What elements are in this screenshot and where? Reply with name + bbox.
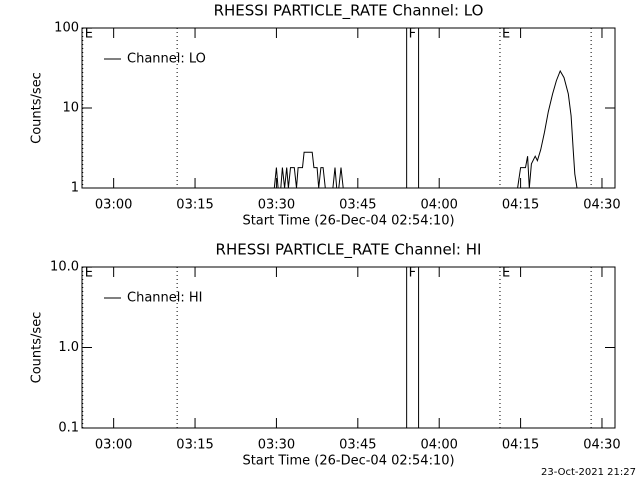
- plot-frame: [81, 266, 616, 429]
- x-tick-label: 03:00: [95, 438, 132, 453]
- y-axis-label: Counts/sec: [30, 312, 45, 384]
- marker-label: F: [409, 27, 416, 42]
- x-tick-label: 03:15: [176, 198, 213, 213]
- chart-title: RHESSI PARTICLE_RATE Channel: LO: [214, 2, 484, 21]
- y-tick-label: 100: [54, 21, 79, 36]
- plot-frame: [81, 27, 616, 189]
- marker-label: E: [502, 27, 510, 42]
- marker-label: E: [85, 266, 93, 281]
- y-tick-label: 0.1: [58, 421, 79, 436]
- x-tick-label: 03:45: [339, 438, 376, 453]
- x-tick-label: 03:00: [95, 198, 132, 213]
- x-tick-label: 04:15: [502, 438, 539, 453]
- x-tick-label: 03:30: [258, 438, 295, 453]
- x-tick-label: 04:15: [502, 198, 539, 213]
- x-tick-label: 04:30: [583, 198, 620, 213]
- y-tick-label: 1: [71, 181, 79, 196]
- x-tick-label: 03:15: [176, 438, 213, 453]
- legend-label: Channel: HI: [127, 291, 203, 306]
- marker-label: E: [502, 266, 510, 281]
- x-tick-label: 03:30: [258, 198, 295, 213]
- y-tick-label: 1.0: [58, 340, 79, 355]
- footer: 23-Oct-2021 21:27: [541, 467, 636, 478]
- x-axis-label: Start Time (26-Dec-04 02:54:10): [242, 214, 454, 229]
- y-tick-label: 10: [62, 101, 79, 116]
- chart-title: RHESSI PARTICLE_RATE Channel: HI: [216, 241, 482, 260]
- x-axis-label: Start Time (26-Dec-04 02:54:10): [242, 454, 454, 469]
- data-line: [273, 69, 578, 189]
- x-tick-label: 04:30: [583, 438, 620, 453]
- legend-label: Channel: LO: [127, 52, 206, 67]
- marker-label: E: [85, 27, 93, 42]
- y-tick-label: 10.0: [50, 260, 79, 275]
- x-tick-label: 04:00: [420, 198, 457, 213]
- x-tick-label: 03:45: [339, 198, 376, 213]
- y-axis-label: Counts/sec: [30, 72, 45, 144]
- marker-label: F: [409, 266, 416, 281]
- x-tick-label: 04:00: [420, 438, 457, 453]
